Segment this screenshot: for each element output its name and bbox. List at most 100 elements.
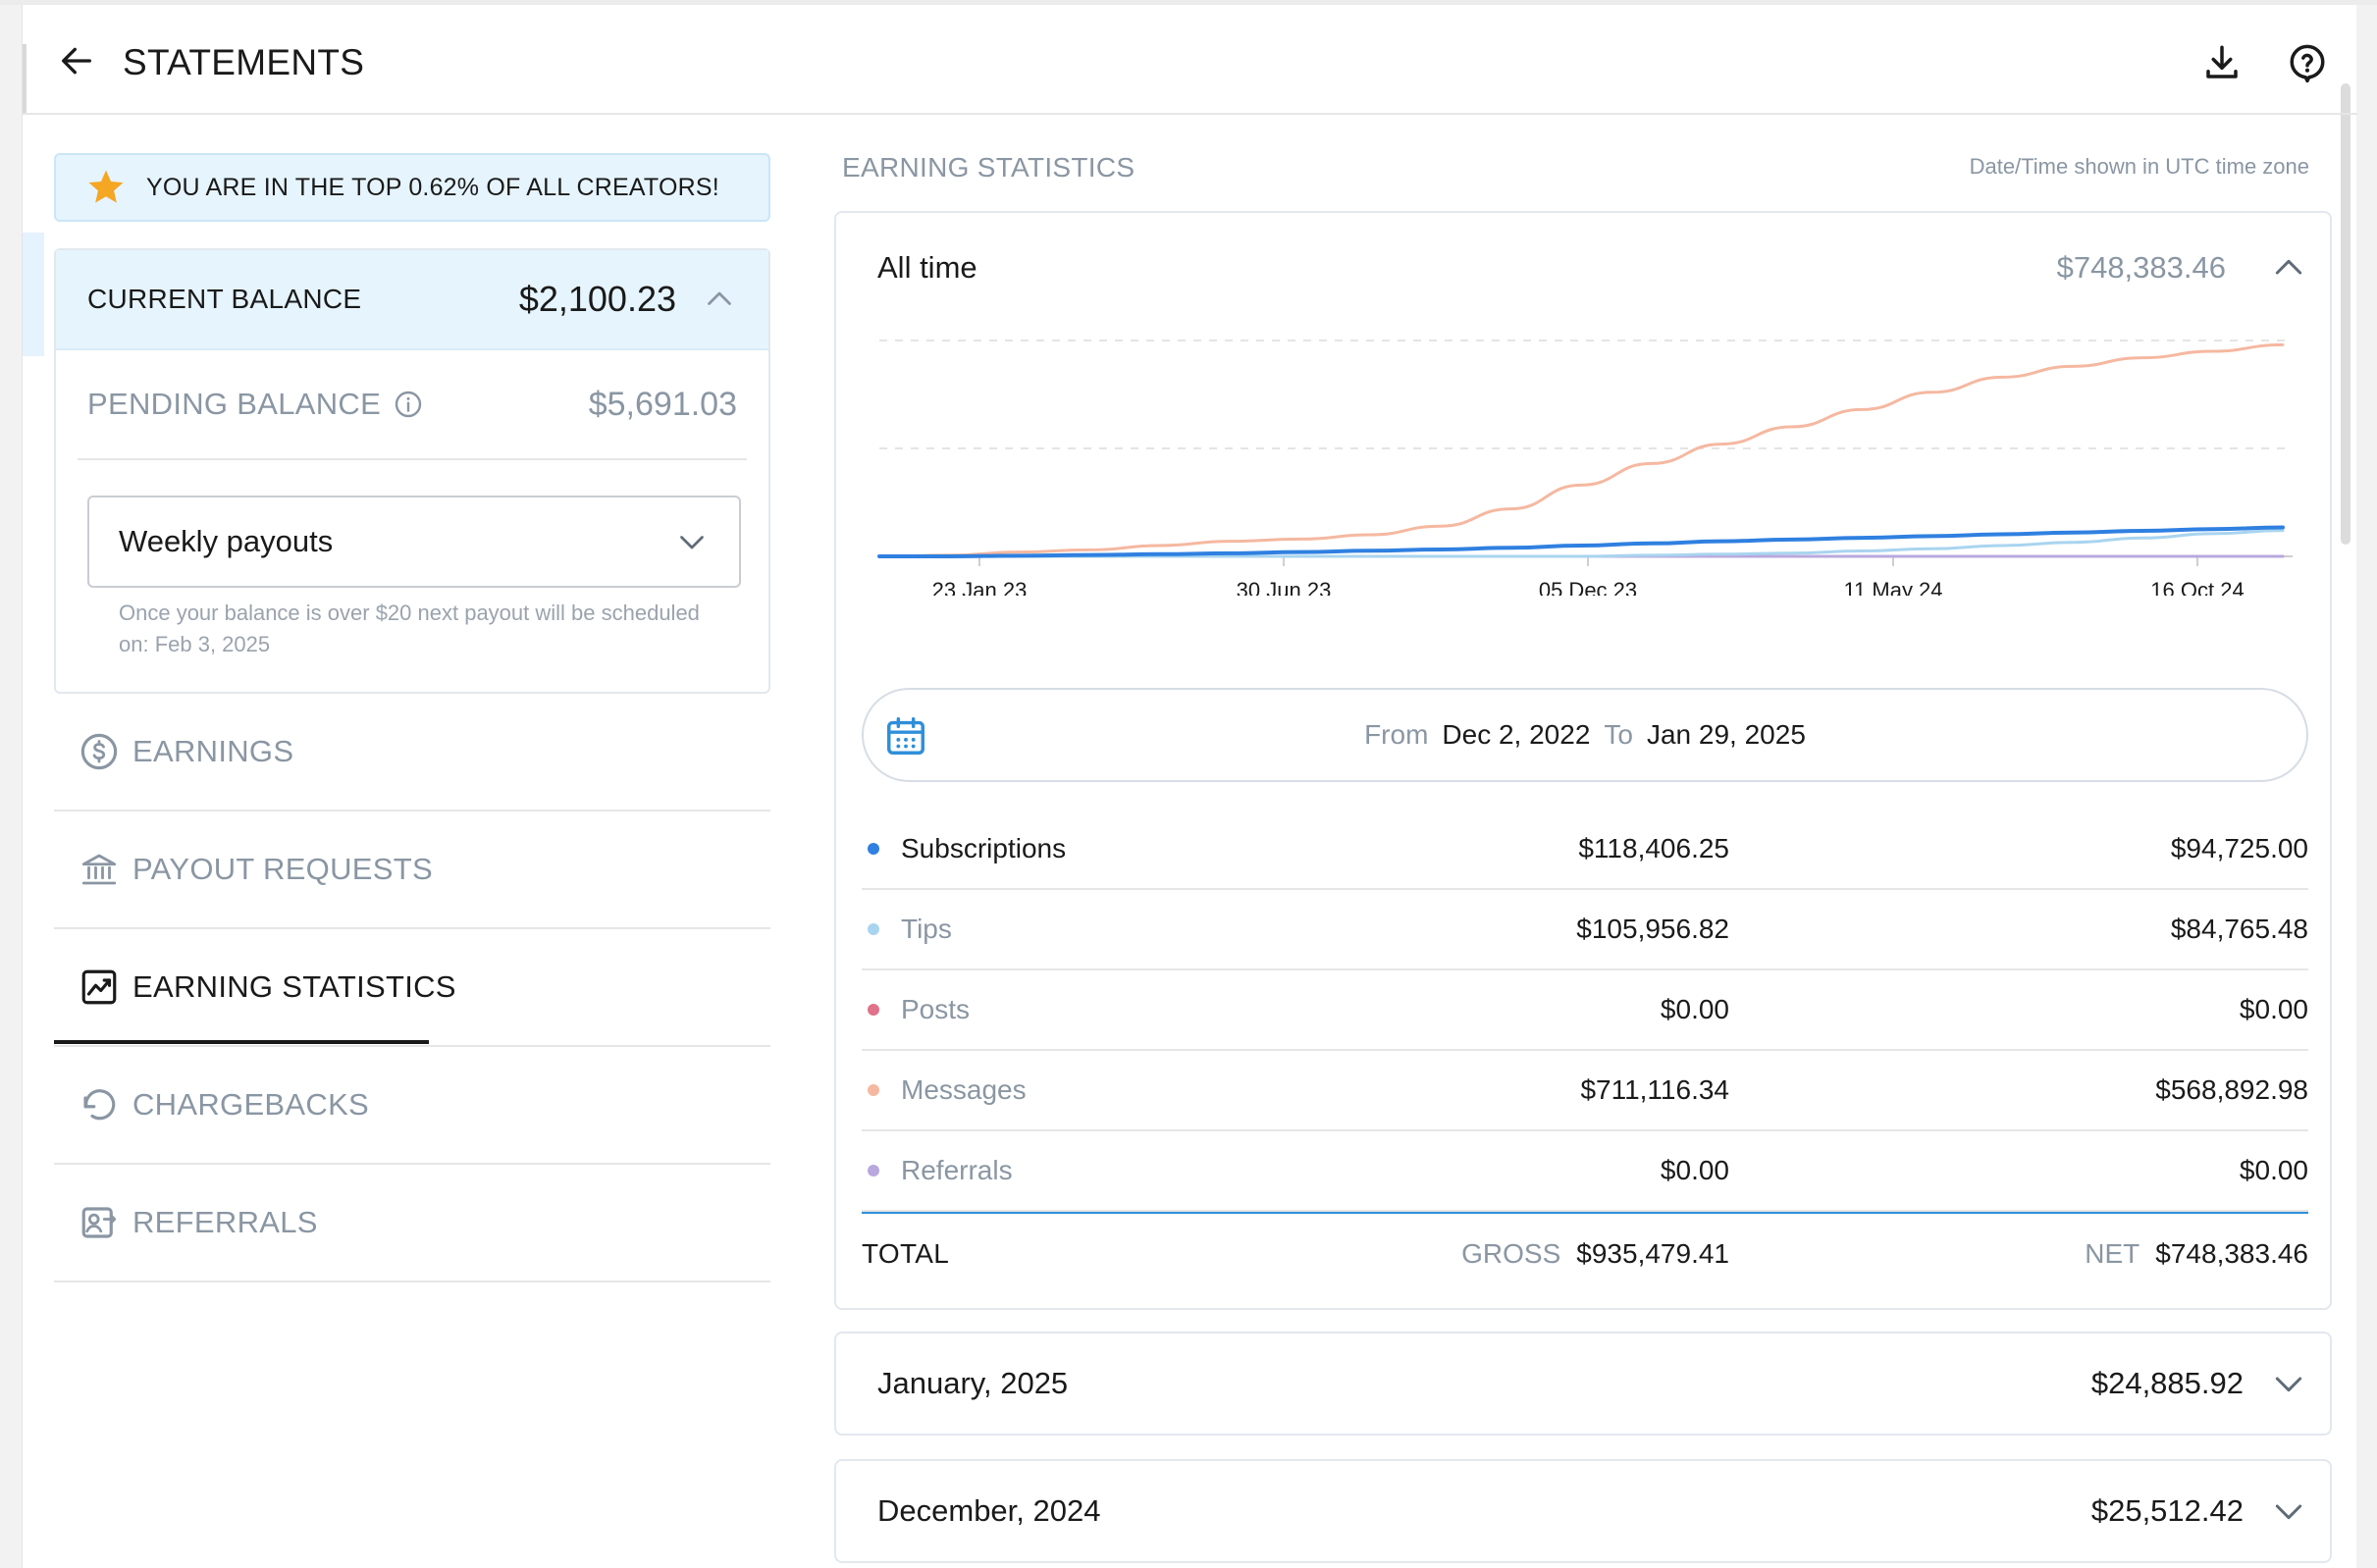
nav-item-label: CHARGEBACKS bbox=[132, 1087, 370, 1122]
total-net: NET $748,383.46 bbox=[2085, 1238, 2308, 1270]
total-net-value: $748,383.46 bbox=[2155, 1238, 2308, 1269]
series-line-subscriptions bbox=[877, 525, 2285, 558]
month-label: December, 2024 bbox=[877, 1493, 1101, 1528]
series-dot bbox=[868, 923, 879, 935]
x-tick-label: 16 Oct 24 bbox=[2150, 578, 2244, 596]
page-header: STATEMENTS bbox=[23, 5, 2357, 115]
nav-item-label: EARNING STATISTICS bbox=[132, 969, 456, 1004]
from-date: Dec 2, 2022 bbox=[1442, 719, 1591, 750]
x-tick-label: 23 Jan 23 bbox=[932, 578, 1028, 596]
row-gross: $711,116.34 bbox=[1580, 1074, 1729, 1105]
table-row: Subscriptions $118,406.25 $94,725.00 bbox=[862, 810, 2308, 890]
calendar-icon bbox=[887, 717, 924, 755]
series-dot bbox=[868, 1004, 879, 1016]
timezone-note: Date/Time shown in UTC time zone bbox=[1969, 154, 2309, 179]
nav-item-payout-requests[interactable]: PAYOUT REQUESTS bbox=[54, 811, 770, 929]
page-title: STATEMENTS bbox=[123, 42, 365, 82]
current-balance-label: CURRENT BALANCE bbox=[87, 284, 362, 314]
row-gross: $0.00 bbox=[1660, 1155, 1729, 1185]
help-button[interactable] bbox=[2285, 40, 2330, 85]
series-dot bbox=[868, 1084, 879, 1096]
row-gross: $105,956.82 bbox=[1576, 914, 1729, 944]
row-gross: $118,406.25 bbox=[1578, 833, 1729, 863]
nav-item-earnings[interactable]: EARNINGS bbox=[54, 694, 770, 811]
all-time-stats-card: All time $748,383.46 23 Jan 23 30 Jun 23 0… bbox=[834, 211, 2332, 1310]
x-tick-label: 05 Dec 23 bbox=[1539, 578, 1637, 596]
nav-item-chargebacks[interactable]: CHARGEBACKS bbox=[54, 1047, 770, 1165]
current-balance-value: $2,100.23 bbox=[518, 279, 676, 319]
x-tick-label: 11 May 24 bbox=[1843, 578, 1942, 596]
series-dot bbox=[868, 843, 879, 855]
current-balance-header[interactable]: CURRENT BALANCE $2,100.23 bbox=[56, 250, 768, 350]
table-row: Posts $0.00 $0.00 bbox=[862, 970, 2308, 1051]
row-net: $84,765.48 bbox=[2170, 914, 2308, 944]
nav-active-indicator bbox=[54, 1040, 429, 1044]
total-label: TOTAL bbox=[862, 1238, 950, 1269]
date-range-picker[interactable]: From Dec 2, 2022 To Jan 29, 2025 bbox=[862, 688, 2308, 782]
top-creator-banner: YOU ARE IN THE TOP 0.62% OF ALL CREATORS… bbox=[54, 153, 770, 222]
payout-frequency-select[interactable]: Weekly payouts bbox=[87, 496, 741, 588]
total-gross-value: $935,479.41 bbox=[1576, 1238, 1729, 1269]
month-card-january-2025[interactable]: January, 2025 $24,885.92 bbox=[834, 1332, 2332, 1436]
from-label: From bbox=[1364, 719, 1429, 750]
period-label: All time bbox=[877, 250, 977, 285]
table-row: Messages $711,116.34 $568,892.98 bbox=[862, 1051, 2308, 1131]
nav-item-label: REFERRALS bbox=[132, 1205, 318, 1239]
row-name: Tips bbox=[901, 914, 952, 944]
total-row: TOTAL GROSS $935,479.41 NET $748,383.46 bbox=[862, 1212, 2308, 1294]
table-row: Referrals $0.00 $0.00 bbox=[862, 1131, 2308, 1212]
net-label: NET bbox=[2085, 1238, 2140, 1269]
chevron-up-icon bbox=[708, 291, 731, 305]
month-card-december-2024[interactable]: December, 2024 $25,512.42 bbox=[834, 1459, 2332, 1563]
payout-note: Once your balance is over $20 next payou… bbox=[119, 601, 700, 656]
row-net: $94,725.00 bbox=[2170, 833, 2308, 863]
row-net: $0.00 bbox=[2239, 1155, 2308, 1185]
chevron-down-icon bbox=[2275, 1504, 2302, 1520]
month-amount: $25,512.42 bbox=[2090, 1493, 2244, 1528]
row-name: Referrals bbox=[901, 1155, 1013, 1185]
x-tick-label: 30 Jun 23 bbox=[1237, 578, 1332, 596]
row-net: $0.00 bbox=[2239, 994, 2308, 1024]
dollar-circle-icon bbox=[78, 730, 121, 773]
to-date: Jan 29, 2025 bbox=[1646, 719, 1806, 750]
month-amount: $24,885.92 bbox=[2090, 1366, 2244, 1400]
nav-item-label: PAYOUT REQUESTS bbox=[132, 852, 433, 886]
total-gross: GROSS $935,479.41 bbox=[1461, 1238, 1729, 1270]
nav-item-referrals[interactable]: REFERRALS bbox=[54, 1165, 770, 1282]
row-gross: $0.00 bbox=[1660, 994, 1729, 1024]
download-button[interactable] bbox=[2199, 40, 2245, 85]
to-label: To bbox=[1604, 719, 1633, 750]
row-name: Subscriptions bbox=[901, 833, 1067, 863]
period-total: $748,383.46 bbox=[2056, 250, 2226, 285]
payout-frequency-value: Weekly payouts bbox=[119, 524, 334, 558]
undo-icon bbox=[78, 1083, 121, 1126]
chart-icon bbox=[78, 966, 121, 1009]
star-icon bbox=[88, 170, 124, 203]
arrow-left-icon bbox=[62, 47, 92, 75]
nav-item-label: EARNINGS bbox=[132, 734, 294, 768]
chevron-up-icon[interactable] bbox=[2269, 248, 2308, 287]
info-icon[interactable] bbox=[393, 389, 424, 420]
earnings-chart: 23 Jan 23 30 Jun 23 05 Dec 23 11 May 24 16 O… bbox=[870, 311, 2302, 596]
back-button[interactable] bbox=[54, 38, 99, 83]
referral-icon bbox=[78, 1201, 121, 1244]
section-title: EARNING STATISTICS bbox=[842, 152, 1136, 183]
row-net: $568,892.98 bbox=[2155, 1074, 2308, 1105]
series-line-messages bbox=[877, 342, 2285, 558]
scrollbar-thumb[interactable] bbox=[2341, 83, 2351, 545]
nav-item-earning-statistics[interactable]: EARNING STATISTICS bbox=[54, 929, 770, 1047]
row-name: Messages bbox=[901, 1074, 1027, 1105]
pending-balance-row: PENDING BALANCE $5,691.03 bbox=[78, 350, 747, 460]
top-border bbox=[0, 0, 2377, 5]
top-creator-text: YOU ARE IN THE TOP 0.62% OF ALL CREATORS… bbox=[146, 173, 719, 201]
month-label: January, 2025 bbox=[877, 1366, 1069, 1400]
row-name: Posts bbox=[901, 994, 971, 1024]
pending-balance-label: PENDING BALANCE bbox=[87, 387, 382, 421]
chevron-down-icon bbox=[2275, 1377, 2302, 1392]
table-row: Tips $105,956.82 $84,765.48 bbox=[862, 890, 2308, 970]
left-edge-tick bbox=[23, 44, 26, 113]
date-range-text: From Dec 2, 2022 To Jan 29, 2025 bbox=[1364, 719, 1806, 751]
help-circle-icon bbox=[2290, 44, 2325, 83]
balance-card: CURRENT BALANCE $2,100.23 PENDING BALANC… bbox=[54, 248, 770, 694]
download-icon bbox=[2206, 45, 2238, 78]
